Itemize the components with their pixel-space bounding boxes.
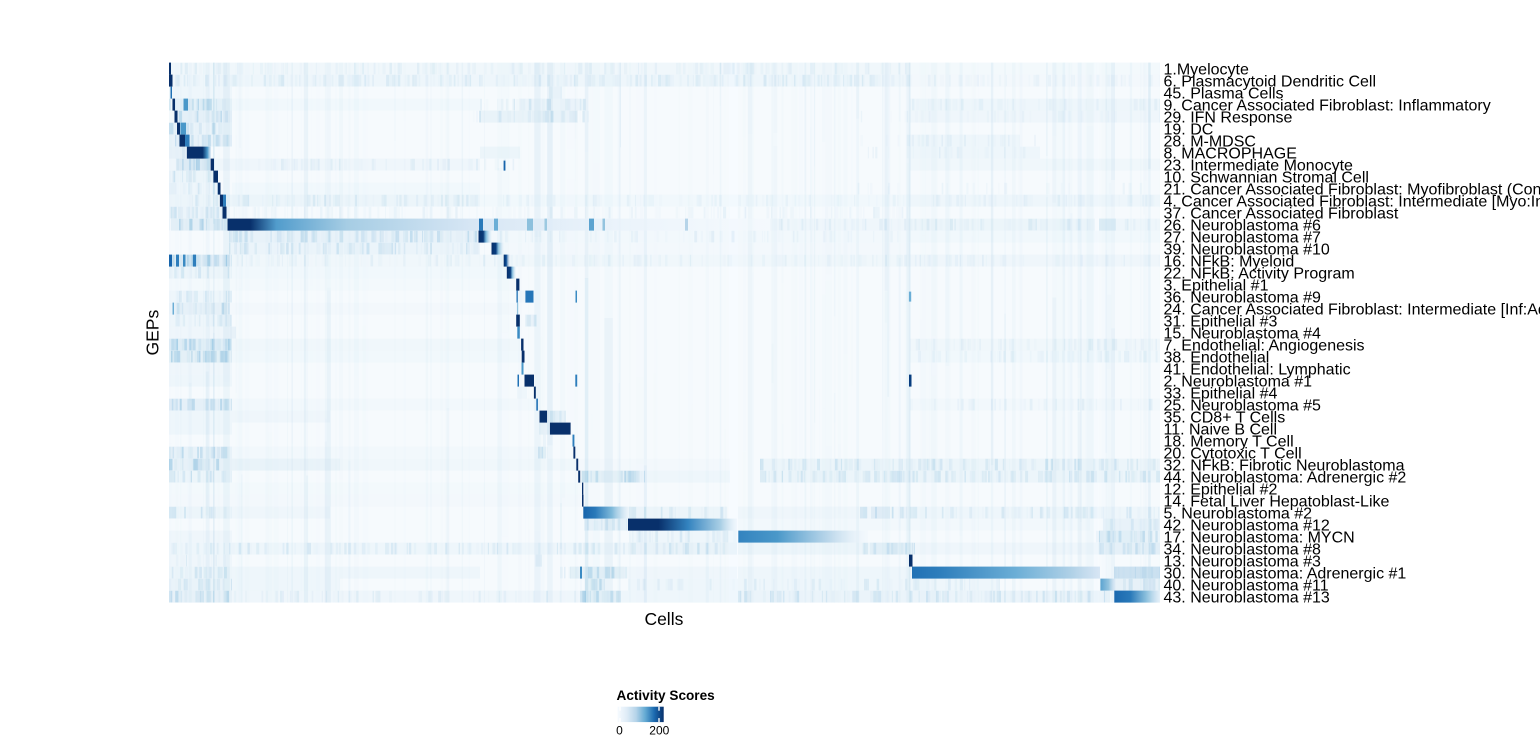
svg-text:13. Neuroblastoma #3: 13. Neuroblastoma #3 <box>1164 553 1322 570</box>
svg-text:3. Epithelial #1: 3. Epithelial #1 <box>1164 277 1269 294</box>
svg-text:6. Plasmacytoid Dendritic Cell: 6. Plasmacytoid Dendritic Cell <box>1164 73 1377 90</box>
svg-text:30. Neuroblastoma: Adrenergic: 30. Neuroblastoma: Adrenergic #1 <box>1164 565 1407 582</box>
svg-text:25. Neuroblastoma #5: 25. Neuroblastoma #5 <box>1164 397 1322 414</box>
svg-text:15. Neuroblastoma #4: 15. Neuroblastoma #4 <box>1164 325 1322 342</box>
svg-text:5. Neuroblastoma #2: 5. Neuroblastoma #2 <box>1164 505 1313 522</box>
svg-text:17. Neuroblastoma: MYCN: 17. Neuroblastoma: MYCN <box>1164 529 1355 546</box>
svg-text:34. Neuroblastoma #8: 34. Neuroblastoma #8 <box>1164 541 1322 558</box>
svg-text:41. Endothelial: Lymphatic: 41. Endothelial: Lymphatic <box>1164 361 1351 378</box>
svg-text:40. Neuroblastoma #11: 40. Neuroblastoma #11 <box>1164 577 1329 594</box>
svg-text:21. Cancer Associated Fibrobla: 21. Cancer Associated Fibroblast: Myofib… <box>1164 181 1540 198</box>
svg-text:19. DC: 19. DC <box>1164 121 1214 138</box>
svg-text:42. Neuroblastoma #12: 42. Neuroblastoma #12 <box>1164 517 1330 534</box>
svg-text:38. Endothelial: 38. Endothelial <box>1164 349 1270 366</box>
svg-text:33. Epithelial #4: 33. Epithelial #4 <box>1164 385 1278 402</box>
svg-text:4. Cancer Associated Fibroblas: 4. Cancer Associated Fibroblast: Interme… <box>1164 193 1540 210</box>
svg-text:12. Epithelial #2: 12. Epithelial #2 <box>1164 481 1278 498</box>
svg-text:24. Cancer Associated Fibrobla: 24. Cancer Associated Fibroblast: Interm… <box>1164 301 1540 318</box>
svg-text:26. Neuroblastoma #6: 26. Neuroblastoma #6 <box>1164 217 1322 234</box>
svg-text:44. Neuroblastoma: Adrenergic: 44. Neuroblastoma: Adrenergic #2 <box>1164 469 1407 486</box>
svg-text:8. MACROPHAGE: 8. MACROPHAGE <box>1164 145 1297 162</box>
svg-text:43. Neuroblastoma #13: 43. Neuroblastoma #13 <box>1164 589 1330 606</box>
svg-text:35. CD8+ T Cells: 35. CD8+ T Cells <box>1164 409 1286 426</box>
svg-text:Cells: Cells <box>644 609 683 629</box>
svg-text:10. Schwannian Stromal Cell: 10. Schwannian Stromal Cell <box>1164 169 1369 186</box>
svg-text:22. NFkB: Activity Program: 22. NFkB: Activity Program <box>1164 265 1355 282</box>
svg-text:18. Memory T Cell: 18. Memory T Cell <box>1164 433 1294 450</box>
svg-text:0: 0 <box>616 724 623 738</box>
svg-text:20. Cytotoxic T Cell: 20. Cytotoxic T Cell <box>1164 445 1302 462</box>
svg-text:31. Epithelial #3: 31. Epithelial #3 <box>1164 313 1278 330</box>
svg-text:36. Neuroblastoma #9: 36. Neuroblastoma #9 <box>1164 289 1322 306</box>
svg-text:GEPs: GEPs <box>143 310 163 356</box>
svg-text:14. Fetal Liver Hepatoblast-Li: 14. Fetal Liver Hepatoblast-Like <box>1164 493 1390 510</box>
svg-text:27. Neuroblastoma #7: 27. Neuroblastoma #7 <box>1164 229 1322 246</box>
svg-text:37. Cancer Associated Fibrobla: 37. Cancer Associated Fibroblast <box>1164 205 1399 222</box>
svg-text:16. NFkB: Myeloid: 16. NFkB: Myeloid <box>1164 253 1295 270</box>
svg-text:28. M-MDSC: 28. M-MDSC <box>1164 133 1256 150</box>
svg-text:2. Neuroblastoma #1: 2. Neuroblastoma #1 <box>1164 373 1313 390</box>
svg-text:11. Naive B Cell: 11. Naive B Cell <box>1164 421 1278 438</box>
svg-text:32. NFkB: Fibrotic Neuroblasto: 32. NFkB: Fibrotic Neuroblastoma <box>1164 457 1405 474</box>
svg-text:29. IFN Response: 29. IFN Response <box>1164 109 1293 126</box>
svg-text:1.Myelocyte: 1.Myelocyte <box>1164 61 1249 78</box>
svg-text:45. Plasma Cells: 45. Plasma Cells <box>1164 85 1284 102</box>
svg-text:23. Intermediate Monocyte: 23. Intermediate Monocyte <box>1164 157 1354 174</box>
svg-text:39. Neuroblastoma #10: 39. Neuroblastoma #10 <box>1164 241 1330 258</box>
svg-text:7. Endothelial: Angiogenesis: 7. Endothelial: Angiogenesis <box>1164 337 1365 354</box>
svg-text:200: 200 <box>649 724 669 738</box>
svg-text:Activity Scores: Activity Scores <box>617 688 715 703</box>
svg-text:9. Cancer Associated Fibroblas: 9. Cancer Associated Fibroblast: Inflamm… <box>1164 97 1491 114</box>
